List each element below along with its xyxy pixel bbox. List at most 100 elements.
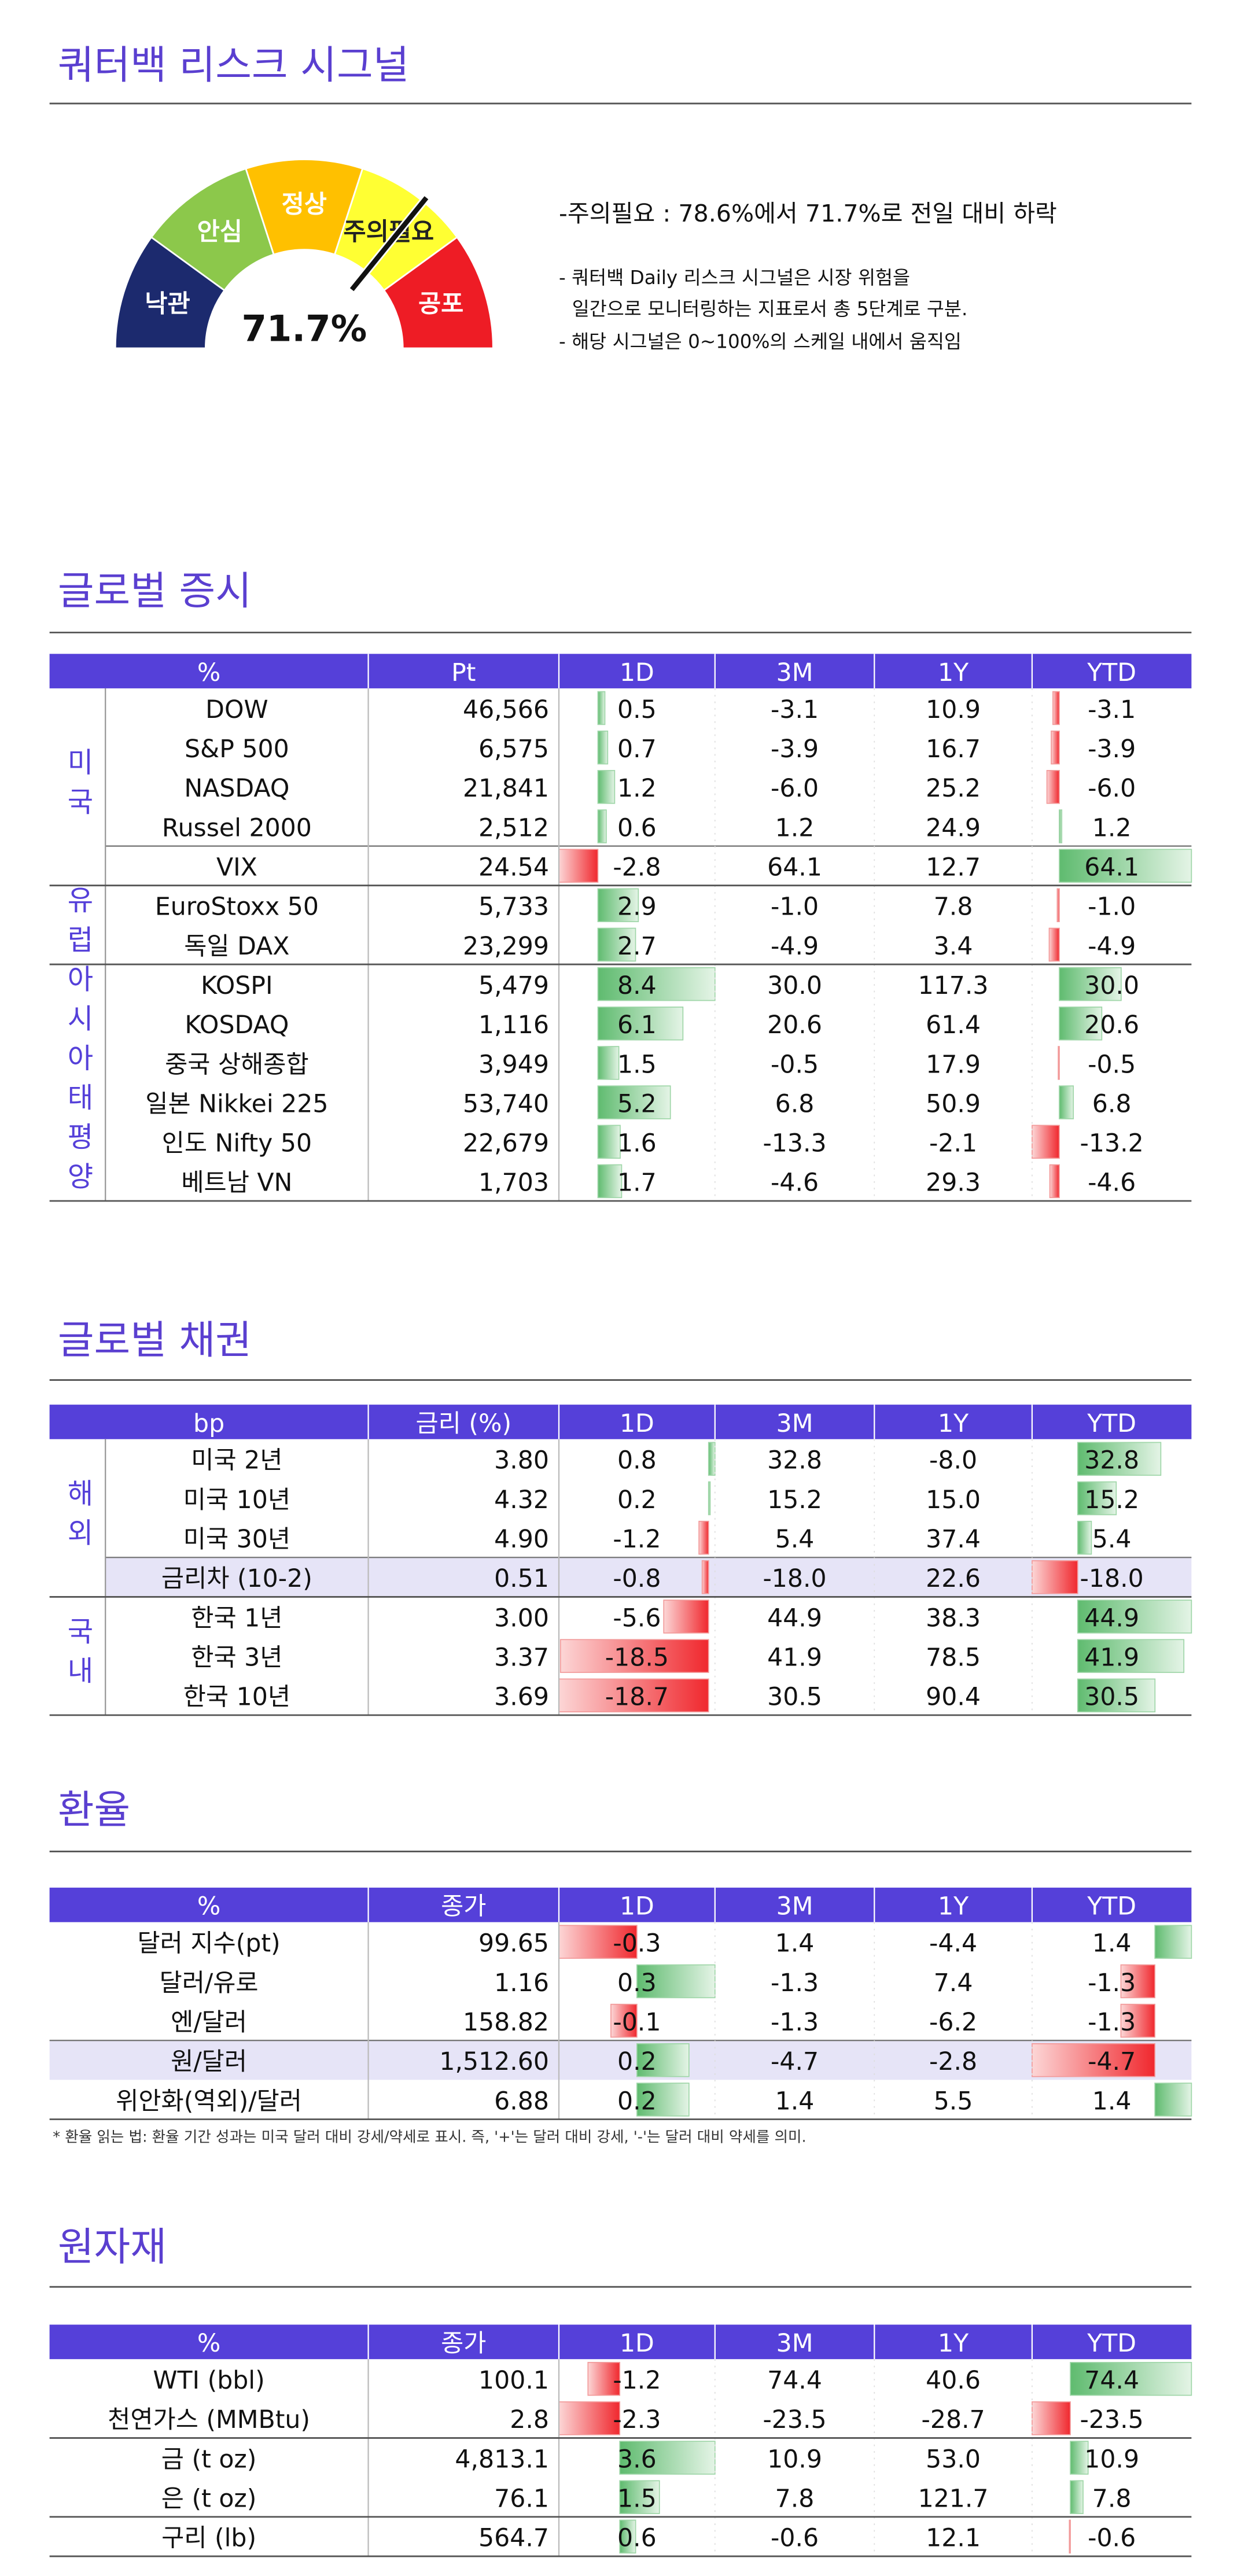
cell-value: -2.8 xyxy=(613,853,661,882)
cell-value: 30.5 xyxy=(1084,1683,1139,1712)
group-label: 아시아태평양 xyxy=(61,964,94,1201)
column-header: 3M xyxy=(776,658,813,687)
gauge-value: 71.7% xyxy=(241,307,367,349)
cell-value: -4.6 xyxy=(771,1169,819,1197)
section-title: 원자재 xyxy=(58,2225,167,2271)
column-header: 1D xyxy=(620,2329,654,2358)
cell-value: 22.6 xyxy=(926,1564,981,1593)
cell-value: 4.32 xyxy=(494,1486,549,1514)
data-bar xyxy=(597,1085,671,1119)
row-name: VIX xyxy=(216,853,257,882)
cell-value: 38.3 xyxy=(926,1604,981,1632)
cell-value: -13.3 xyxy=(763,1129,826,1158)
cell-value: -23.5 xyxy=(763,2405,826,2434)
cell-value: 4.90 xyxy=(494,1525,549,1554)
cell-value: 1.16 xyxy=(494,1969,549,1998)
cell-value: 1.6 xyxy=(617,1129,657,1158)
data-bar xyxy=(597,967,716,1001)
cell-value: 16.7 xyxy=(926,735,981,764)
data-bar xyxy=(1046,770,1060,804)
data-bar xyxy=(1120,2003,1156,2038)
column-header: 1Y xyxy=(938,1892,969,1921)
row-name: WTI (bbl) xyxy=(153,2366,264,2395)
cell-value: 100.1 xyxy=(478,2366,549,2395)
cell-value: 12.1 xyxy=(926,2524,981,2553)
data-bar xyxy=(1077,1481,1117,1516)
cell-value: 78.5 xyxy=(926,1643,981,1672)
cell-value: -3.1 xyxy=(1088,695,1136,724)
cell-value: 76.1 xyxy=(494,2485,549,2514)
row-name: 달러/유로 xyxy=(160,1969,259,1998)
row-highlight xyxy=(105,1557,1192,1597)
cell-value: -6.2 xyxy=(929,2008,977,2037)
cell-value: 6.8 xyxy=(775,1089,815,1118)
data-bar xyxy=(1059,967,1122,1001)
cell-value: 3.6 xyxy=(617,2445,657,2474)
cell-value: -3.9 xyxy=(771,735,819,764)
cell-value: -18.5 xyxy=(605,1643,669,1672)
column-header: % xyxy=(197,1892,220,1921)
cell-value: -13.2 xyxy=(1080,1129,1144,1158)
cell-value: 5,733 xyxy=(478,893,549,922)
table-header xyxy=(49,1888,1192,1922)
cell-value: -18.7 xyxy=(605,1683,669,1712)
cell-value: -1.2 xyxy=(613,1525,661,1554)
cell-value: 1.7 xyxy=(617,1169,657,1197)
cell-value: 1.5 xyxy=(617,1050,657,1079)
cell-value: -0.8 xyxy=(613,1564,661,1593)
cell-value: 30.0 xyxy=(1084,971,1139,1000)
row-name: 한국 3년 xyxy=(191,1643,282,1672)
gauge-level-label: 공포 xyxy=(418,289,463,318)
data-bar xyxy=(1059,809,1063,843)
column-header: 3M xyxy=(776,1409,813,1438)
section-title: 환율 xyxy=(58,1788,130,1833)
cell-value: 23,299 xyxy=(463,932,549,961)
cell-value: -5.6 xyxy=(613,1604,661,1632)
group-label: 유럽 xyxy=(61,886,94,964)
cell-value: 7.8 xyxy=(1092,2485,1132,2514)
cell-value: 0.6 xyxy=(617,2524,657,2553)
data-bar xyxy=(1058,1046,1060,1080)
cell-value: 15.0 xyxy=(926,1486,981,1514)
cell-value: -0.1 xyxy=(613,2008,661,2037)
cell-value: -1.3 xyxy=(1088,1969,1136,1998)
data-bar xyxy=(1154,2083,1192,2117)
cell-value: 1.4 xyxy=(1092,1929,1132,1958)
cell-value: 15.2 xyxy=(1084,1486,1139,1514)
row-name: DOW xyxy=(205,695,268,724)
cell-value: 2.9 xyxy=(617,893,657,922)
cell-value: 1,116 xyxy=(478,1011,549,1040)
cell-value: 2.7 xyxy=(617,932,657,961)
column-header: Pt xyxy=(451,658,476,687)
cell-value: 99.65 xyxy=(478,1929,549,1958)
data-bar xyxy=(1077,1520,1092,1555)
data-bar xyxy=(559,1639,709,1673)
cell-value: -1.0 xyxy=(1088,893,1136,922)
cell-value: 46,566 xyxy=(463,695,549,724)
cell-value: 3,949 xyxy=(478,1050,549,1079)
cell-value: -3.9 xyxy=(1088,735,1136,764)
cell-value: -23.5 xyxy=(1080,2405,1144,2434)
cell-value: 20.6 xyxy=(767,1011,822,1040)
gauge-level-label: 정상 xyxy=(282,190,327,219)
cell-value: 0.51 xyxy=(494,1564,549,1593)
cell-value: 10.9 xyxy=(767,2445,822,2474)
cell-value: 29.3 xyxy=(926,1169,981,1197)
cell-value: 6.8 xyxy=(1092,1089,1132,1118)
data-bar xyxy=(1059,1085,1074,1119)
data-bar xyxy=(1154,1925,1192,1959)
cell-value: 2,512 xyxy=(478,813,549,842)
cell-value: -4.6 xyxy=(1088,1169,1136,1197)
row-name: 원/달러 xyxy=(171,2047,247,2076)
cell-value: 7.8 xyxy=(934,893,973,922)
row-name: 금리차 (10-2) xyxy=(161,1564,312,1593)
cell-value: 53.0 xyxy=(926,2445,981,2474)
cell-value: 1.2 xyxy=(617,774,657,803)
data-bar xyxy=(1077,1442,1162,1476)
row-name: S&P 500 xyxy=(185,735,289,764)
cell-value: 5.2 xyxy=(617,1089,657,1118)
cell-value: 0.8 xyxy=(617,1446,657,1475)
cell-value: 0.3 xyxy=(617,1969,657,1998)
group-label: 국내 xyxy=(61,1616,94,1695)
